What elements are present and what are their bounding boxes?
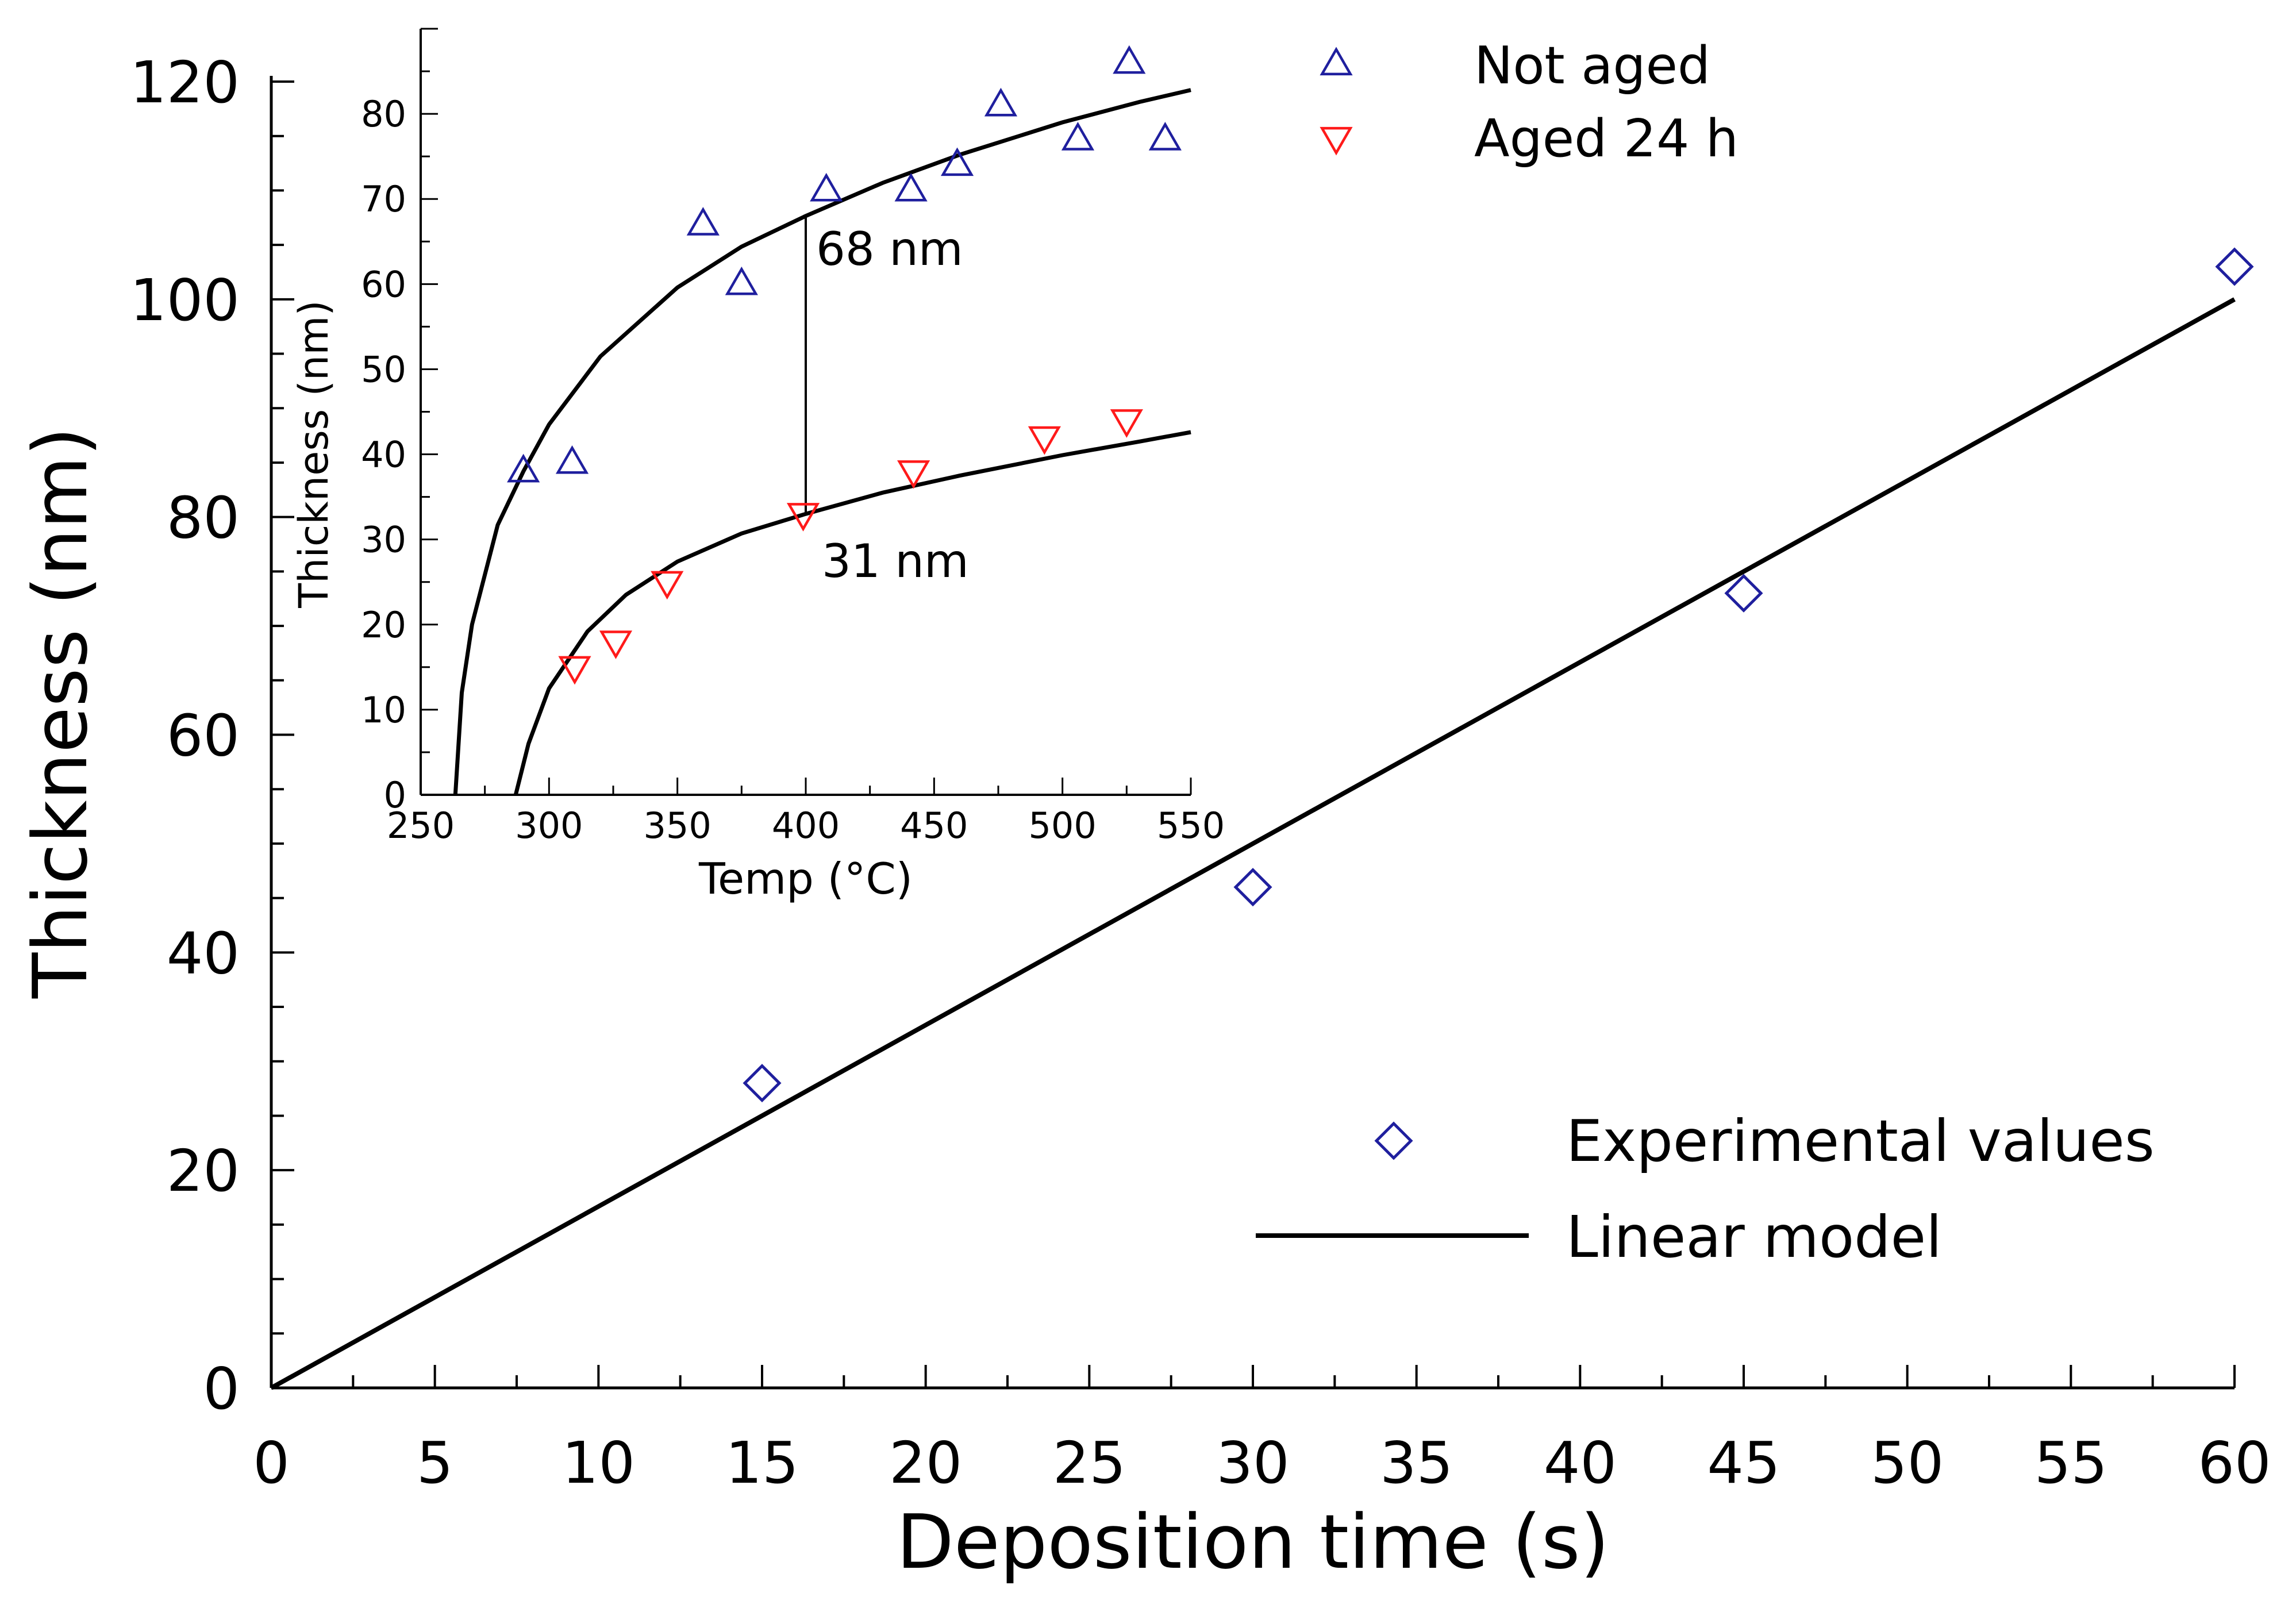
inset-x-tick-label: 400 [772,805,840,847]
inset-y-tick-label: 70 [361,178,406,220]
main-x-tick-label: 50 [1871,1429,1944,1497]
main-x-tick-label: 30 [1216,1429,1289,1497]
inset-annotations: 68 nm 31 nm [816,222,969,588]
inset-y-tick-label: 30 [361,519,406,561]
main-x-tick-label: 55 [2035,1429,2107,1497]
aged-fit-curve [513,430,1191,795]
not-aged-point [894,172,928,202]
legend-label-aged-24h: Aged 24 h [1474,109,1739,169]
inset-tick-labels: 250 300 350 400 450 500 550 0 10 20 30 40 50 60 70 80 [361,93,1225,847]
inset-series [453,45,1191,795]
main-legend: Experimental values Linear model [1256,1107,2155,1271]
main-x-tick-label: 20 [889,1429,962,1497]
experimental-point [2215,247,2254,286]
inset-y-tick-label: 40 [361,434,406,476]
inset-x-tick-label: 500 [1028,805,1096,847]
experimental-point [1724,574,1763,613]
main-y-axis-label: Thickness (nm) [17,427,104,999]
inset-x-tick-label: 450 [900,805,968,847]
main-y-tick-label: 40 [167,920,240,987]
main-x-tick-label: 10 [562,1429,635,1497]
legend-label-linear-model: Linear model [1566,1203,1942,1271]
not-aged-point [555,445,589,474]
main-x-tick-label: 45 [1707,1429,1780,1497]
annotation-68nm: 68 nm [816,222,963,276]
main-x-tick-label: 35 [1380,1429,1453,1497]
inset-x-tick-label: 250 [387,805,455,847]
inset-y-tick-label: 10 [361,689,406,731]
main-y-tick-label: 120 [130,49,240,116]
aged-point [599,630,633,659]
inset-axes [420,28,1192,796]
main-y-tick-label: 20 [167,1137,240,1205]
aged-point [786,503,820,532]
legend-marker-aged [1320,126,1353,156]
inset-x-tick-label: 300 [515,805,583,847]
legend-label-experimental-values: Experimental values [1566,1107,2155,1175]
main-axes [270,76,2236,1390]
main-x-tick-label: 25 [1053,1429,1126,1497]
inset-x-tick-label: 350 [643,805,711,847]
linear-model-line [270,297,2236,1390]
aged-point [1110,409,1143,438]
main-y-tick-label: 100 [130,267,240,334]
inset-y-tick-label: 50 [361,348,406,390]
main-y-tick-label: 0 [203,1355,240,1422]
inset-legend: Not aged Aged 24 h [1320,36,1739,169]
aged-point [558,656,591,685]
not-aged-point [810,172,843,202]
main-y-tick-label: 80 [167,484,240,552]
annotation-31nm: 31 nm [822,534,969,588]
main-chart: 0 5 10 15 20 25 30 35 40 45 50 55 60020406080100120 … [17,49,2271,1586]
legend-label-not-aged: Not aged [1474,36,1710,96]
experimental-point [743,1064,782,1103]
main-x-tick-label: 60 [2198,1429,2271,1497]
not-aged-point [1113,45,1146,74]
aged-point [897,460,930,489]
inset-x-axis-label: Temp (°C) [698,853,913,904]
not-aged-point [725,266,758,295]
main-x-tick-label: 5 [417,1429,453,1497]
main-y-tick-label: 60 [167,702,240,770]
main-x-tick-label: 40 [1544,1429,1617,1497]
main-x-tick-label: 15 [725,1429,798,1497]
inset-y-tick-label: 0 [384,774,406,816]
not-aged-point [984,87,1018,117]
legend-marker-not-aged [1320,47,1353,76]
aged-point [651,571,684,600]
main-x-axis-label: Deposition time (s) [897,1498,1610,1586]
not-aged-point [940,147,974,176]
not-aged-point [686,207,720,236]
main-x-tick-label: 0 [253,1429,290,1497]
not-aged-fit-curve [453,88,1191,795]
inset-chart: 250 300 350 400 450 500 550 0 10 20 30 40 50 60 70 80 T… [290,28,1739,904]
not-aged-point [507,453,540,483]
inset-y-axis-label: Thickness (nm) [290,300,337,608]
not-aged-point [1061,122,1095,151]
inset-y-tick-label: 60 [361,263,406,305]
experimental-point [1233,868,1272,907]
inset-y-tick-label: 80 [361,93,406,135]
inset-y-tick-label: 20 [361,604,406,646]
aged-point [1028,426,1061,455]
inset-x-tick-label: 550 [1157,805,1225,847]
main-series [270,247,2254,1390]
not-aged-point [1148,122,1182,151]
legend-marker-experimental [1374,1121,1413,1160]
